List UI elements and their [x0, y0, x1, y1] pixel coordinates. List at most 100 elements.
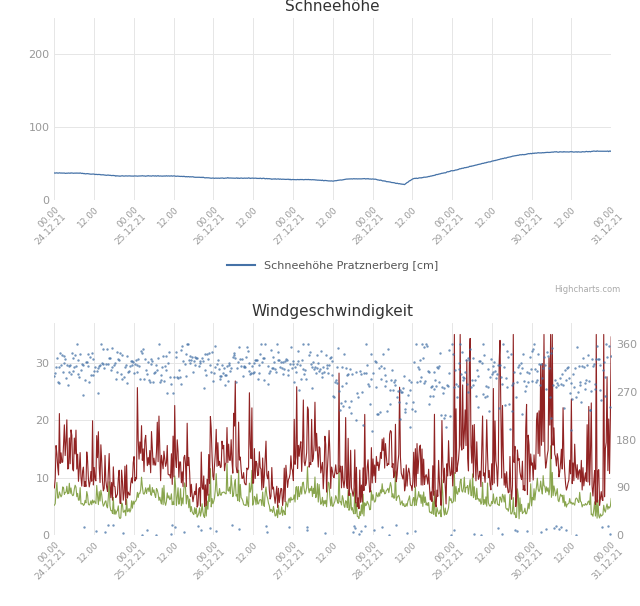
- Point: [223, 376, 233, 385]
- Point: [266, 345, 276, 355]
- Point: [383, 345, 393, 355]
- Point: [394, 385, 404, 395]
- Point: [412, 377, 422, 387]
- Point: [89, 366, 99, 376]
- Point: [183, 339, 193, 349]
- Point: [598, 357, 609, 367]
- Point: [154, 339, 164, 349]
- Point: [410, 526, 420, 536]
- Point: [212, 359, 222, 368]
- Point: [441, 422, 451, 432]
- Point: [363, 379, 373, 388]
- Point: [591, 355, 602, 364]
- Point: [209, 362, 220, 372]
- Point: [147, 355, 157, 364]
- Point: [82, 358, 92, 367]
- Point: [138, 344, 148, 354]
- Point: [533, 350, 543, 359]
- Point: [468, 380, 479, 390]
- Point: [484, 407, 494, 416]
- Point: [344, 402, 354, 411]
- Point: [469, 529, 479, 539]
- Point: [499, 362, 509, 372]
- Point: [106, 365, 116, 375]
- Point: [176, 379, 186, 388]
- Point: [298, 364, 308, 374]
- Point: [66, 370, 76, 379]
- Point: [209, 368, 219, 378]
- Point: [255, 349, 266, 359]
- Point: [497, 379, 508, 388]
- Point: [424, 367, 435, 377]
- Point: [233, 358, 243, 367]
- Point: [248, 368, 258, 378]
- Point: [295, 361, 305, 370]
- Point: [217, 360, 227, 370]
- Point: [206, 367, 216, 377]
- Point: [133, 355, 143, 364]
- Point: [52, 377, 63, 387]
- Point: [464, 355, 474, 365]
- Point: [312, 351, 323, 361]
- Point: [436, 382, 447, 391]
- Point: [438, 388, 448, 398]
- Point: [452, 381, 463, 391]
- Point: [153, 353, 163, 363]
- Point: [425, 391, 435, 401]
- Point: [598, 365, 608, 375]
- Point: [117, 350, 127, 360]
- Point: [319, 367, 329, 377]
- Point: [531, 366, 541, 376]
- Point: [514, 360, 524, 370]
- Point: [421, 339, 431, 349]
- Point: [321, 362, 332, 372]
- Point: [88, 354, 99, 364]
- Point: [231, 377, 241, 387]
- Point: [402, 528, 412, 538]
- Point: [111, 367, 122, 377]
- Point: [161, 365, 172, 375]
- Point: [195, 356, 205, 365]
- Point: [365, 399, 375, 409]
- Point: [74, 371, 84, 381]
- Point: [169, 372, 179, 382]
- Point: [228, 348, 239, 358]
- Point: [94, 361, 104, 371]
- Point: [573, 387, 583, 397]
- Point: [275, 362, 285, 371]
- Point: [212, 355, 223, 365]
- Point: [604, 529, 614, 539]
- Point: [572, 530, 582, 539]
- Point: [376, 362, 387, 371]
- Point: [597, 522, 607, 532]
- Point: [495, 361, 505, 370]
- Point: [477, 389, 488, 399]
- Point: [435, 348, 445, 358]
- Point: [454, 358, 465, 368]
- Point: [452, 392, 462, 402]
- Point: [494, 404, 504, 413]
- Point: [316, 346, 326, 356]
- Point: [307, 382, 317, 392]
- Point: [371, 357, 381, 367]
- Point: [54, 378, 65, 388]
- Point: [243, 366, 253, 376]
- Point: [334, 387, 344, 396]
- Point: [447, 339, 457, 349]
- Point: [166, 529, 177, 539]
- Point: [123, 367, 133, 377]
- Point: [70, 350, 80, 360]
- Point: [211, 526, 221, 536]
- Point: [527, 346, 538, 356]
- Point: [97, 358, 107, 368]
- Point: [460, 367, 470, 377]
- Point: [219, 363, 229, 373]
- Point: [372, 409, 382, 419]
- Point: [360, 521, 370, 531]
- Point: [377, 522, 387, 531]
- Point: [374, 407, 385, 417]
- Point: [331, 375, 341, 385]
- Point: [84, 377, 94, 387]
- Point: [180, 359, 190, 369]
- Point: [310, 368, 321, 378]
